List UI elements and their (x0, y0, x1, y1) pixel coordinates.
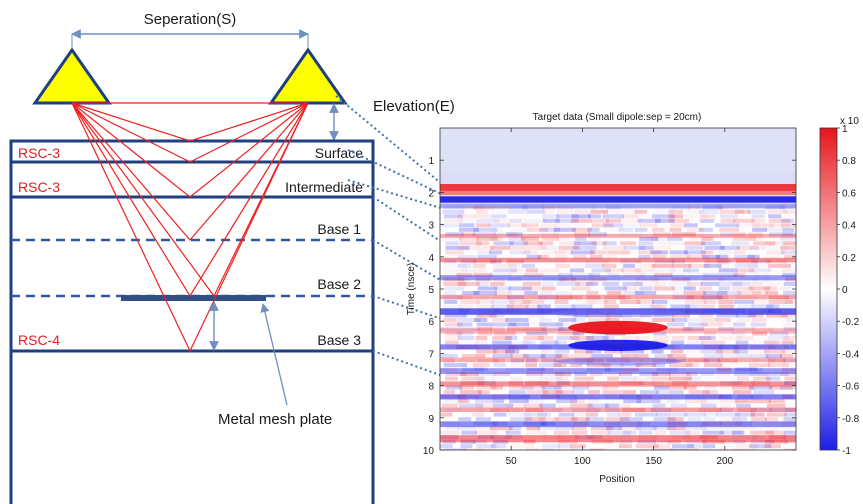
ray-paths (71, 102, 309, 353)
mesh-reflection (550, 309, 686, 318)
colorbar-tick-label: -1 (842, 446, 851, 457)
x-axis-ticks: 50 100 150 200 (506, 128, 734, 467)
y-tick-label: 10 (423, 446, 435, 457)
colorbar-tick-label: 0 (842, 285, 848, 296)
reflection-bands (440, 172, 796, 443)
y-tick-label: 6 (428, 317, 434, 328)
colorbar-tick-label: -0.8 (842, 414, 860, 425)
separation-label: Seperation(S) (144, 11, 237, 28)
colorbar-ticks: 1 0.8 0.6 0.4 0.2 0 -0.2 -0.4 -0.6 -0.8 -1 (837, 124, 860, 457)
radar-diagram: Seperation(S) Elevation(E) (9, 11, 455, 504)
colorbar-tick-label: 1 (842, 124, 848, 135)
colorbar-tick-label: 0.6 (842, 188, 856, 199)
layer-right-label-0: Surface (315, 145, 363, 161)
x-tick-label: 200 (716, 456, 733, 467)
layer-left-label-0: RSC-3 (18, 145, 60, 161)
y-tick-label: 2 (428, 188, 434, 199)
x-tick-label: 50 (506, 456, 518, 467)
layer-right-label-4: Base 3 (317, 332, 361, 348)
colorbar-tick-label: -0.4 (842, 349, 860, 360)
colorbar (819, 127, 838, 451)
y-tick-label: 3 (428, 221, 434, 232)
pavement-section (9, 139, 375, 504)
transmitter-antenna (32, 47, 112, 105)
y-tick-label: 4 (428, 253, 434, 264)
y-tick-label: 7 (428, 349, 434, 360)
reflection-band (440, 190, 796, 196)
elevation-label: Elevation(E) (373, 98, 455, 115)
y-tick-label: 1 (428, 156, 434, 167)
reflection-band (440, 394, 796, 400)
y-axis-label: Time (nsce) (406, 263, 417, 315)
y-tick-label: 8 (428, 382, 434, 393)
colorbar-multiplier: x 10 (840, 116, 859, 127)
reflection-band (440, 421, 796, 428)
receiver-antenna (268, 47, 348, 105)
reflection-band (440, 172, 796, 184)
layer-left-label-1: RSC-3 (18, 179, 60, 195)
mesh-reflection (553, 357, 683, 366)
reflection-band (440, 233, 796, 238)
x-tick-label: 100 (574, 456, 591, 467)
mesh-label: Metal mesh plate (218, 411, 332, 428)
reflection-band (440, 368, 796, 375)
x-axis-label: Position (599, 474, 635, 485)
chart-title: Target data (Small dipole:sep = 20cm) (533, 112, 702, 123)
radargram: Target data (Small dipole:sep = 20cm) 1 2… (406, 112, 860, 485)
layer-left-label-4: RSC-4 (18, 332, 60, 348)
colorbar-tick-label: 0.8 (842, 156, 856, 167)
mesh-callout-arrow (260, 303, 288, 406)
reflection-band (440, 435, 796, 443)
mesh-reflection (568, 339, 668, 351)
colorbar-tick-label: 0.2 (842, 253, 856, 264)
reflection-band (440, 184, 796, 192)
reflection-band (440, 203, 796, 209)
reflection-band (440, 381, 796, 387)
layer-right-label-3: Base 2 (317, 276, 361, 292)
reflection-band (440, 407, 796, 413)
layer-right-label-2: Base 1 (317, 221, 361, 237)
colorbar-tick-label: -0.6 (842, 382, 860, 393)
mesh-reflection (568, 320, 668, 335)
x-tick-label: 150 (645, 456, 662, 467)
y-axis-ticks: 1 2 3 4 5 6 7 8 9 10 (423, 156, 796, 457)
reflection-band (440, 196, 796, 203)
colorbar-tick-label: 0.4 (842, 221, 856, 232)
y-tick-label: 9 (428, 414, 434, 425)
layer-right-label-1: Intermediate (285, 179, 363, 195)
reflection-band (440, 275, 796, 281)
reflection-band (440, 294, 796, 300)
y-tick-label: 5 (428, 285, 434, 296)
reflection-band (440, 257, 796, 263)
colorbar-tick-label: -0.2 (842, 317, 860, 328)
reflection-band (440, 308, 796, 315)
metal-mesh-plate (121, 295, 266, 301)
